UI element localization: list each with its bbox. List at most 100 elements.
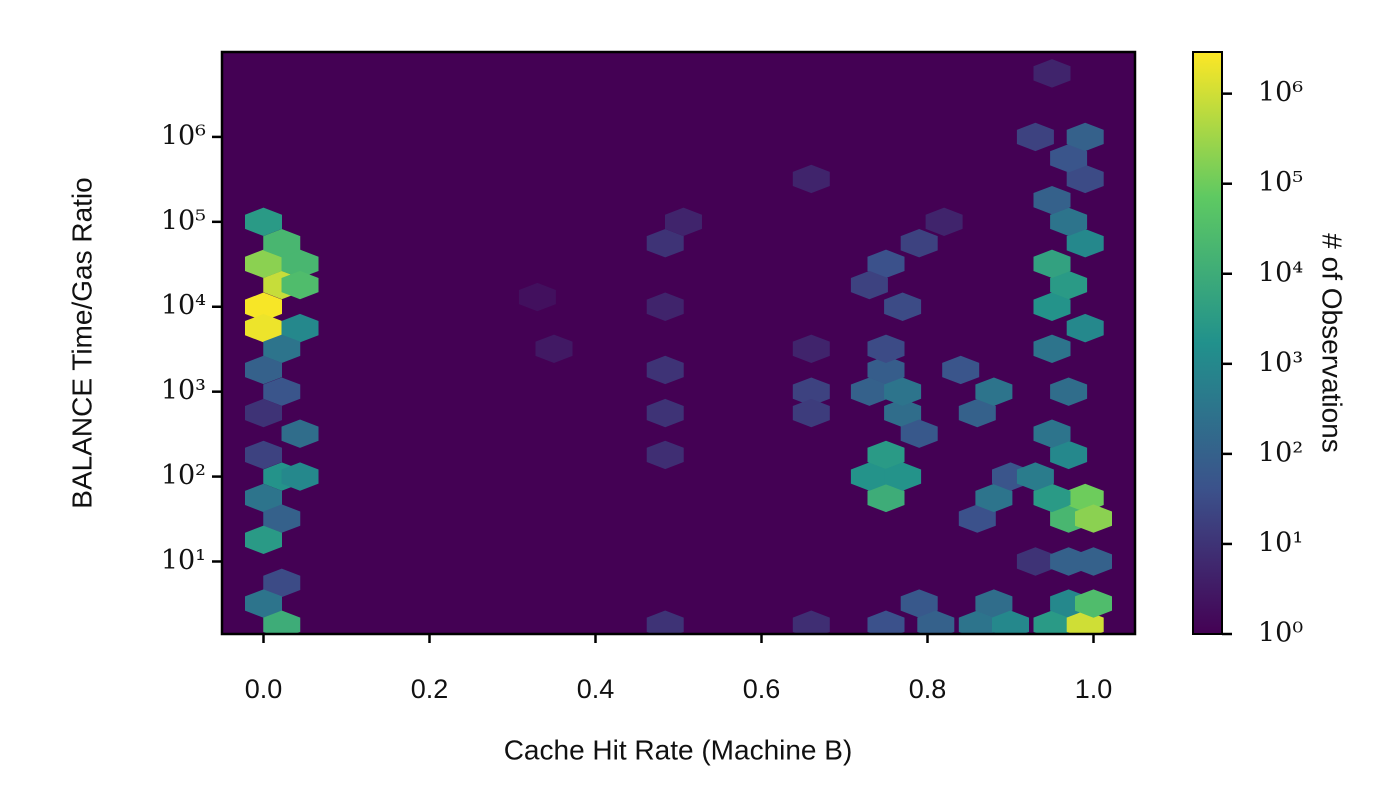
hex-cell [281,419,319,448]
hex-cell [1033,610,1071,634]
y-axis-label: BALANCE Time/Gas Ratio [66,177,97,508]
x-tick-label: 0.8 [909,674,947,704]
hex-cell [245,589,282,618]
x-tick-label: 0.4 [577,674,615,704]
hex-cell [1033,59,1071,88]
hex-cell [664,207,702,237]
hex-cell [900,229,938,258]
hex-cell [975,377,1013,406]
hex-cell [867,334,905,363]
x-axis-label: Cache Hit Rate (Machine B) [504,734,853,765]
y-tick-label: 10³ [161,375,206,406]
hex-cell [646,355,684,385]
hex-cell [1033,419,1071,448]
colorbar-tick-label: 10⁴ [1258,257,1303,288]
hex-cell [1033,249,1071,279]
hex-cell [1050,207,1088,237]
x-tick-label: 1.0 [1075,674,1113,704]
hex-cell [1050,270,1088,300]
y-tick-label: 10⁶ [161,120,206,151]
hex-cell [1066,229,1104,258]
y-tick-label: 10⁴ [161,290,206,321]
colorbar-label: # of Observations [1317,233,1348,452]
hex-cell [992,610,1029,634]
hex-cell [263,377,301,406]
hex-cell [1050,440,1088,470]
hex-cell [646,610,684,634]
hex-cell [1075,504,1112,533]
hex-cell [1016,462,1054,491]
x-tick-label: 0.0 [245,674,283,704]
hex-cell [925,207,963,237]
hex-cell [850,270,888,300]
hex-cell [850,377,888,406]
hex-cell [263,334,301,363]
hex-cell [792,164,830,194]
plot-background [222,52,1135,634]
hex-cell [1066,164,1104,194]
hex-cell [1075,589,1112,618]
colorbar-tick-label: 10³ [1258,347,1303,378]
hex-cell [646,398,684,428]
hex-cell [245,355,282,385]
hex-cell [942,355,980,385]
hex-cell [958,610,996,634]
hex-cell [245,440,282,470]
colorbar-tick-label: 10⁰ [1258,618,1303,649]
hex-cell [975,589,1013,618]
colorbar-tick-label: 10⁵ [1258,167,1303,198]
hex-cell [281,313,319,343]
y-tick-label: 10⁵ [161,205,206,236]
hex-cell [1033,185,1071,215]
hex-cell [1016,547,1054,576]
hex-cell [1033,334,1071,363]
plot-frame [220,50,1137,636]
y-tick-label: 10² [161,460,206,491]
hex-cell [792,398,830,428]
hex-cell [646,292,684,321]
hex-cell [245,313,282,343]
hex-cell [867,249,905,279]
hex-cell [281,249,319,279]
hex-layer [245,59,1112,634]
colorbar-tick-label: 10² [1258,437,1303,468]
hex-cell [867,355,905,385]
hex-cell [245,207,282,237]
hex-cell [1050,144,1088,173]
y-tick-label: 10¹ [161,545,206,576]
hex-cell [245,292,282,321]
hex-cell [263,229,301,258]
hex-cell [263,568,301,598]
hex-cell [792,610,830,634]
hex-cell [245,483,282,513]
hex-cell [281,462,319,491]
x-tick-label: 0.6 [743,674,781,704]
hex-cell [958,398,996,428]
hex-cell [646,440,684,470]
hex-cell [245,525,282,555]
hex-cell [958,504,996,533]
hex-cell [263,610,301,634]
hex-cell [792,377,830,406]
hex-cell [1066,122,1104,152]
hex-cell [245,398,282,428]
hex-cell [1016,122,1054,152]
x-tick-label: 0.2 [411,674,449,704]
hex-cell [535,334,573,363]
hex-cell [1033,292,1071,321]
colorbar-tick-label: 10¹ [1258,527,1303,558]
hex-cell [245,249,282,279]
hex-cell [263,504,301,533]
hex-cell [281,270,319,300]
hex-cell [646,229,684,258]
hex-cell [884,398,922,428]
hex-cell [1050,377,1088,406]
hex-cell [884,462,922,491]
hex-cell [900,589,938,618]
hex-cell [1075,547,1112,576]
hex-cell [850,462,888,491]
hex-cell [867,610,905,634]
hex-cell [975,483,1013,513]
